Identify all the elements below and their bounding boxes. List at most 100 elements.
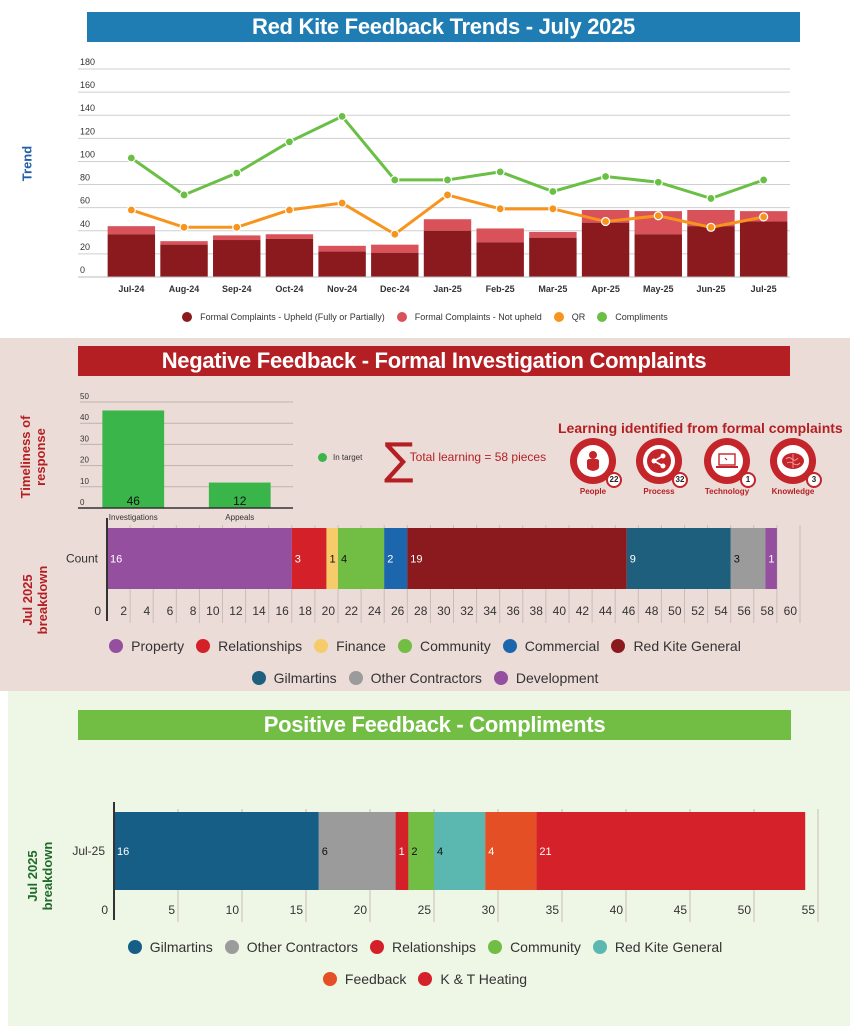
point-compliments [548, 186, 558, 197]
y-tick-label: 160 [80, 80, 95, 90]
segment-other-contractors [318, 812, 396, 890]
bar-not-upheld [476, 228, 524, 243]
legend-dot [553, 312, 564, 322]
legend-label: Property [131, 638, 185, 654]
x-tick-label: 0 [101, 903, 108, 917]
legend-dot [251, 671, 266, 685]
x-tick-label: 2 [120, 604, 127, 618]
point-compliments [337, 111, 347, 121]
x-tick-label: Apr-25 [591, 284, 620, 294]
point-compliments [442, 175, 453, 185]
legend-dot [488, 940, 503, 954]
legend-item-formal-complaints-upheld-fully-or-partially: Formal Complaints - Upheld (Fully or Par… [182, 312, 385, 322]
laptop-icon [716, 453, 738, 468]
segment-value-label: 4 [437, 846, 443, 858]
y-tick-label: 0 [80, 265, 85, 275]
point-qr [442, 190, 453, 200]
segment-relationships [395, 812, 409, 890]
x-tick-label: 50 [738, 903, 752, 917]
legend-label: Formal Complaints - Upheld (Fully or Par… [200, 312, 385, 322]
legend-label: Red Kite General [633, 638, 741, 654]
segment-red-kite-general [407, 528, 627, 589]
legend-item-red-kite-general: Red Kite General [611, 638, 741, 654]
legend-item-relationships: Relationships [370, 939, 476, 955]
y-tick-label: 10 [80, 477, 89, 486]
x-tick-label: 25 [418, 903, 432, 917]
legend-dot [493, 671, 508, 685]
learning-count: 3 [806, 472, 822, 488]
legend-item-compliments: Compliments [597, 312, 668, 322]
y-tick-label: 60 [80, 196, 90, 206]
learning-title: Learning identified from formal complain… [558, 420, 843, 436]
legend-item-commercial: Commercial [502, 638, 600, 654]
x-tick-label: Mar-25 [538, 284, 567, 294]
learning-circle: 22 [570, 438, 622, 488]
x-tick-label: 36 [506, 604, 520, 618]
trends-banner: Red Kite Feedback Trends - July 2025 [87, 12, 800, 42]
segment-property [107, 528, 292, 589]
line-compliments [130, 114, 765, 201]
timeliness-chart: 0 10 20 30 40 50 46 Investigations 12 Appeals [78, 392, 293, 522]
legend-label: Commercial [524, 638, 600, 654]
x-tick-label: 4 [144, 604, 151, 618]
y-tick-label: 0 [80, 498, 85, 507]
x-tick-label: Dec-24 [380, 284, 410, 294]
x-tick-label: 35 [546, 903, 560, 917]
x-tick-label: 8 [190, 604, 197, 618]
x-tick-label: 16 [275, 604, 289, 618]
x-tick-label: 52 [691, 604, 705, 618]
x-tick-label: 46 [622, 604, 636, 618]
bar-not-upheld [423, 219, 472, 231]
x-tick-label: 44 [599, 604, 613, 618]
bar-upheld [107, 234, 156, 277]
legend-dot [196, 639, 211, 653]
point-qr [495, 204, 505, 214]
bar-upheld [581, 222, 630, 277]
legend-dot [396, 312, 407, 322]
legend-item-gilmartins: Gilmartins [251, 670, 337, 686]
legend-item-qr: QR [553, 312, 585, 322]
point-qr [126, 205, 136, 215]
x-tick-label: Jun-25 [696, 284, 725, 294]
legend-label: Gilmartins [273, 670, 337, 686]
bar-upheld [213, 240, 261, 277]
positive-legend: Gilmartins Other Contractors Relationships… [0, 939, 850, 987]
y-tick-label: 50 [80, 392, 89, 401]
segment-k-t-heating [536, 812, 806, 890]
legend-dot [418, 972, 433, 986]
legend-item-community: Community [488, 939, 581, 955]
x-tick-label: 12 [229, 604, 243, 618]
category-label: Jul-25 [72, 844, 105, 858]
bar-not-upheld [265, 234, 314, 239]
learning-count: 1 [740, 472, 756, 488]
x-tick-label: 10 [206, 604, 220, 618]
segment-commercial [384, 528, 408, 589]
x-tick-label: Jul-24 [118, 284, 144, 294]
segment-feedback [485, 812, 537, 890]
x-tick-label: Jul-25 [751, 284, 777, 294]
point-qr [284, 205, 295, 215]
point-compliments [653, 177, 663, 187]
x-tick-label: 42 [576, 604, 590, 618]
point-compliments [179, 190, 189, 200]
in-target-legend: In target [318, 453, 362, 462]
y-tick-label: 40 [80, 413, 89, 422]
x-tick-label: Appeals [225, 513, 254, 522]
legend-dot [322, 972, 337, 986]
legend-label: Community [510, 939, 581, 955]
legend-item-k-t-heating: K & T Heating [418, 971, 527, 987]
x-tick-label: 48 [645, 604, 659, 618]
x-tick-label: 5 [168, 903, 175, 917]
y-tick-label: 20 [80, 242, 90, 252]
segment-value-label: 3 [734, 554, 740, 566]
learning-label: People [579, 487, 607, 496]
segment-community [338, 528, 385, 589]
x-tick-label: 45 [674, 903, 688, 917]
in-target-dot [318, 453, 327, 462]
learning-label: Knowledge [771, 487, 815, 496]
point-qr [548, 204, 558, 214]
x-tick-label: Jan-25 [433, 284, 462, 294]
learning-circle: 1 [704, 438, 756, 488]
segment-value-label: 1 [329, 554, 335, 566]
bar-upheld [160, 244, 208, 277]
